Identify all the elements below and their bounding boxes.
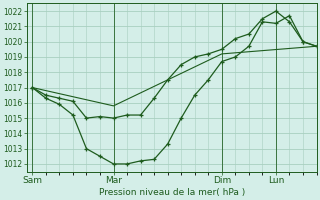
X-axis label: Pression niveau de la mer( hPa ): Pression niveau de la mer( hPa ) [99,188,245,197]
